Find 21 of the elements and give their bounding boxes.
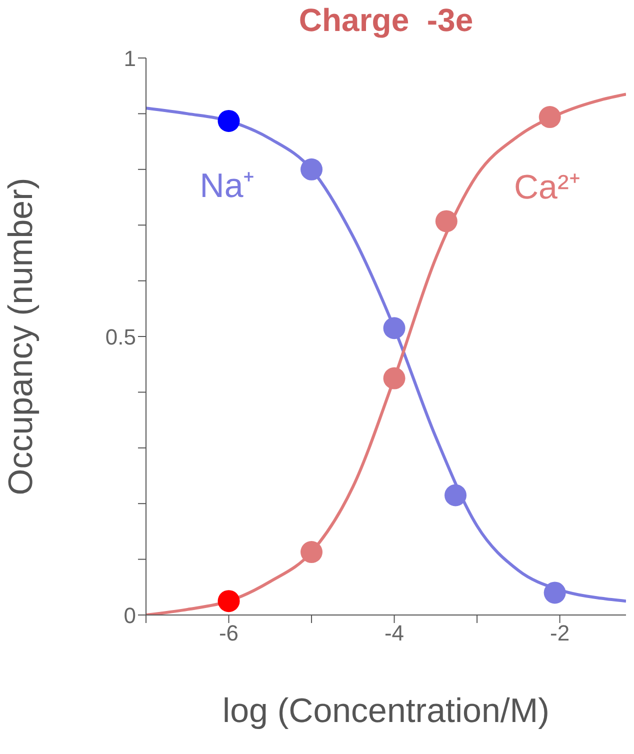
x-tick-label: -2	[550, 620, 570, 646]
chart-title: Charge -3e	[298, 2, 474, 39]
point	[383, 317, 406, 340]
y-tick-label: 0	[124, 602, 136, 628]
x-tick-label: -6	[218, 620, 239, 646]
x-axis-title: log (Concentration/M)	[222, 692, 550, 730]
point	[538, 106, 561, 128]
point	[435, 210, 458, 232]
y-axis-title: Occupancy (number)	[2, 178, 40, 496]
series-label: Na⁺	[200, 166, 254, 205]
point	[444, 484, 467, 506]
series-label: Ca²⁺	[514, 168, 580, 207]
x-tick-label: -4	[384, 620, 404, 646]
point	[544, 582, 566, 604]
point	[300, 541, 323, 564]
point	[383, 367, 406, 390]
point	[218, 110, 240, 132]
point	[300, 158, 323, 180]
y-tick-label: 0.5	[105, 324, 136, 350]
y-tick-label: 1	[124, 46, 136, 71]
point	[218, 590, 240, 612]
